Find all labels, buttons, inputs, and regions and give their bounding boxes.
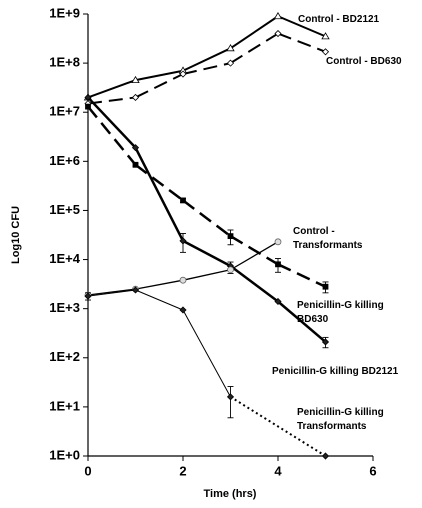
series-label: Penicillin-G killing Transformants <box>297 407 384 432</box>
series-line <box>134 163 184 202</box>
marker <box>321 338 330 346</box>
y-axis-label: Log10 CFU <box>10 206 22 264</box>
series-line <box>87 79 136 99</box>
marker <box>180 197 186 204</box>
marker <box>274 238 282 246</box>
marker <box>131 144 140 152</box>
series-line <box>229 32 279 64</box>
x-tick-label: 0 <box>84 463 91 478</box>
series-line <box>87 96 136 105</box>
series-label: Penicillin-G killing BD2121 <box>272 366 399 377</box>
series-label: Control - Transformants <box>293 226 363 251</box>
series-label: Penicillin-G killing BD630 <box>297 300 384 325</box>
x-tick-label: 6 <box>369 463 376 478</box>
marker <box>227 233 234 240</box>
series-line <box>277 300 327 343</box>
series-line <box>135 69 184 82</box>
x-tick-label: 4 <box>274 463 282 478</box>
series-line <box>182 62 231 75</box>
marker <box>132 161 139 168</box>
marker <box>226 393 235 401</box>
y-tick-label: 1E+5 <box>49 202 80 217</box>
series-line <box>182 269 231 281</box>
series-line <box>134 147 185 242</box>
series-line <box>229 396 327 457</box>
y-tick-label: 1E+6 <box>49 153 80 168</box>
series-line <box>182 239 232 268</box>
series-line <box>229 264 279 303</box>
y-tick-label: 1E+4 <box>49 251 80 266</box>
y-tick-label: 1E+8 <box>49 55 80 70</box>
series-line <box>87 289 136 297</box>
y-tick-label: 1E+3 <box>49 300 80 315</box>
marker <box>131 93 140 102</box>
marker <box>227 266 234 274</box>
series-line <box>182 199 232 238</box>
series-label: Control - BD2121 <box>298 14 380 25</box>
marker <box>321 48 330 56</box>
marker <box>321 32 330 40</box>
series-line <box>230 241 279 271</box>
marker <box>179 306 187 314</box>
series-line <box>277 32 326 53</box>
series-line <box>87 105 137 166</box>
marker <box>85 103 91 110</box>
marker <box>131 75 140 84</box>
marker <box>275 261 281 268</box>
series-line <box>135 289 184 311</box>
marker <box>179 70 187 78</box>
error-bar <box>227 386 234 419</box>
marker <box>273 11 283 20</box>
marker <box>274 29 282 38</box>
series-line <box>135 279 184 290</box>
series-line <box>277 263 327 288</box>
y-tick-label: 1E+7 <box>49 104 80 119</box>
y-tick-label: 1E+0 <box>49 447 80 462</box>
series-line <box>277 15 326 38</box>
series-line <box>182 309 231 398</box>
marker <box>179 276 187 284</box>
series-line <box>135 73 184 99</box>
marker <box>322 283 329 290</box>
marker <box>179 237 187 245</box>
series-line <box>87 288 136 296</box>
x-tick-label: 2 <box>179 463 186 478</box>
y-tick-label: 1E+9 <box>49 5 80 20</box>
series-label: Control - BD630 <box>326 56 402 67</box>
series-line <box>182 47 231 72</box>
marker <box>274 297 282 306</box>
marker <box>84 93 92 102</box>
series-line <box>229 235 279 266</box>
marker <box>321 452 330 460</box>
series-line <box>87 96 137 149</box>
y-tick-label: 1E+2 <box>49 349 80 364</box>
x-axis-label: Time (hrs) <box>204 488 257 500</box>
marker <box>131 286 140 294</box>
marker <box>84 292 92 300</box>
y-tick-label: 1E+1 <box>49 398 80 413</box>
series-line <box>229 15 279 50</box>
marker <box>226 59 235 67</box>
marker <box>226 44 235 52</box>
